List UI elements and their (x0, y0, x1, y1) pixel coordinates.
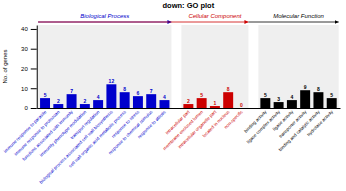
x-tick: hydrolase activity (306, 109, 334, 137)
bar (160, 100, 170, 108)
section-arrow (248, 22, 338, 23)
data-area (38, 25, 339, 108)
group-panel (181, 25, 248, 108)
bar (313, 92, 323, 108)
group-panel (258, 25, 338, 108)
x-tick-label: cell wall organic acid metabolic process (68, 109, 128, 169)
data-label: 5 (330, 92, 333, 98)
data-label: 7 (150, 88, 153, 94)
bar (260, 98, 270, 108)
section-label: Cellular Component (188, 13, 241, 19)
data-label: 4 (97, 94, 100, 100)
data-label: 12 (109, 78, 115, 84)
section-arrows (38, 22, 339, 23)
bar (40, 98, 50, 108)
section-label: Molecular Function (273, 13, 324, 19)
x-tick: cell wall organic acid metabolic process (68, 109, 128, 169)
bar (106, 84, 116, 108)
y-tick-mark (31, 29, 37, 30)
data-label: 9 (304, 84, 307, 90)
bar (223, 92, 233, 108)
chart: 5 2 7 2 4 12 8 6 7 4 2 5 1 8 0 5 3 4 9 8 5 0 10 20 30 40 immune re… (0, 0, 346, 191)
data-label: 0 (240, 102, 243, 108)
data-label: 8 (227, 86, 230, 92)
data-label: 2 (187, 98, 190, 104)
y-tick-label: 30 (21, 46, 28, 52)
y-tick-mark (31, 68, 37, 69)
data-label: 6 (137, 90, 140, 96)
bar (120, 92, 130, 108)
data-label: 1 (214, 100, 217, 106)
data-label: 4 (290, 94, 293, 100)
y-tick-label: 0 (24, 105, 28, 111)
bar (183, 104, 193, 108)
x-tick-label: biological process associated cell wall … (38, 109, 114, 185)
data-label: 2 (83, 98, 86, 104)
x-tick: biological process associated cell wall … (38, 109, 114, 185)
bar (80, 104, 90, 108)
y-tick-label: 10 (21, 86, 28, 92)
plot: 5 2 7 2 4 12 8 6 7 4 2 5 1 8 0 5 3 4 9 8 5 0 10 20 30 40 immune re… (3, 13, 341, 185)
y-tick: 10 (21, 86, 37, 92)
data-label: 2 (57, 98, 60, 104)
title: down: GO plot (163, 1, 215, 10)
bar (133, 96, 143, 108)
bar (146, 94, 156, 108)
data-label: 4 (163, 94, 166, 100)
data-label: 3 (277, 96, 280, 102)
x-axis: immune response to parasiteimmune respon… (3, 109, 341, 185)
bar (274, 102, 284, 108)
bar (67, 94, 77, 108)
data-label: 7 (70, 88, 73, 94)
y-tick: 30 (21, 46, 37, 52)
bar (287, 100, 297, 108)
section-arrow (38, 22, 248, 23)
bar (53, 104, 63, 108)
group-panel (38, 25, 171, 108)
y-tick-label: 20 (21, 66, 28, 72)
y-tick: 40 (21, 26, 37, 32)
x-tick-label: response to abiotic (137, 109, 168, 140)
x-tick: non-specific (223, 109, 244, 130)
y-axis-line (37, 26, 38, 109)
data-label: 5 (264, 92, 267, 98)
x-tick-label: non-specific (223, 109, 244, 130)
bar (236, 108, 246, 109)
x-tick-label: hydrolase activity (306, 109, 334, 137)
y-tick-label: 40 (21, 26, 28, 32)
data-label: 8 (123, 86, 126, 92)
x-tick-label: immunity phenotype modulation (39, 109, 88, 158)
y-axis-title: No. of genes (2, 49, 8, 83)
x-tick: response to abiotic (137, 109, 168, 140)
y-tick: 20 (21, 66, 37, 72)
y-axis: 0 10 20 30 40 (21, 26, 37, 112)
data-labels: 5 2 7 2 4 12 8 6 7 4 2 5 1 8 0 5 3 4 9 8 5 (44, 78, 334, 108)
data-label: 5 (200, 92, 203, 98)
bar (197, 98, 207, 108)
section-label: Biological Process (80, 13, 129, 19)
bar (93, 100, 103, 108)
bar (210, 106, 220, 108)
bar (300, 90, 310, 108)
data-label: 5 (44, 92, 47, 98)
y-tick-mark (31, 88, 37, 89)
x-tick: immunity phenotype modulation (39, 109, 88, 158)
y-tick: 0 (24, 105, 36, 111)
y-tick-mark (31, 108, 37, 109)
data-label: 8 (317, 86, 320, 92)
bar (327, 98, 337, 108)
y-tick-mark (31, 49, 37, 50)
